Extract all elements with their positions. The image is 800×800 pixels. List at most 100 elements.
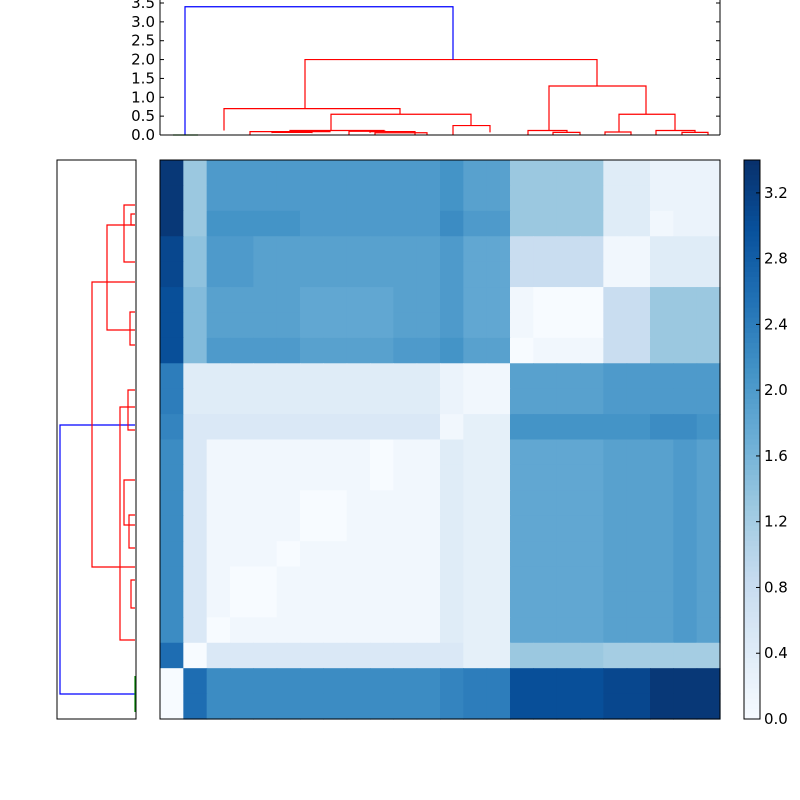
heatmap-cell: [650, 337, 674, 364]
heatmap-cell: [510, 693, 534, 720]
heatmap-cell: [626, 490, 651, 517]
heatmap-cell: [370, 160, 394, 187]
heatmap-cell: [323, 541, 348, 568]
heatmap-cell: [393, 591, 418, 618]
colorbar-band: [744, 358, 760, 364]
heatmap-cell: [323, 388, 348, 415]
heatmap-cell: [416, 515, 441, 542]
heatmap-cell: [393, 515, 418, 542]
heatmap-cell: [206, 337, 231, 364]
heatmap-cell: [323, 617, 348, 644]
colorbar-band: [744, 495, 760, 502]
heatmap-cell: [206, 287, 231, 314]
heatmap-cell: [346, 541, 371, 568]
colorbar-band: [744, 515, 760, 522]
heatmap-cell: [276, 185, 301, 212]
heatmap-cell: [370, 287, 394, 314]
heatmap-cell: [276, 337, 301, 364]
heatmap-cell: [440, 464, 464, 491]
heatmap-cell: [510, 210, 534, 237]
heatmap-cell: [533, 185, 558, 212]
heatmap-cell: [696, 312, 721, 339]
heatmap-cell: [510, 312, 534, 339]
heatmap-cell: [416, 210, 441, 237]
heatmap-cell: [253, 185, 278, 212]
heatmap-cell: [650, 541, 674, 568]
heatmap-cell: [183, 160, 208, 187]
heatmap-cell: [206, 464, 231, 491]
heatmap-cell: [276, 566, 301, 593]
heatmap-cell: [673, 287, 698, 314]
heatmap-cell: [346, 261, 371, 288]
heatmap-cell: [486, 642, 511, 669]
heatmap-cell: [206, 261, 231, 288]
heatmap-cell: [650, 236, 674, 263]
heatmap-cell: [556, 617, 581, 644]
colorbar-band: [744, 607, 760, 613]
heatmap-cell: [650, 210, 674, 237]
heatmap-cell: [160, 617, 184, 644]
heatmap-cell: [393, 668, 418, 695]
heatmap-cell: [673, 591, 698, 618]
colorbar-band: [744, 266, 760, 273]
heatmap-cell: [230, 160, 254, 187]
heatmap-cell: [696, 414, 721, 441]
top-dendrogram-link: [527, 129, 568, 135]
heatmap-cell: [230, 693, 254, 720]
heatmap-cell: [603, 337, 628, 364]
heatmap-cell: [253, 312, 278, 339]
heatmap-cell: [650, 185, 674, 212]
heatmap-cell: [160, 287, 184, 314]
heatmap-cell: [486, 337, 511, 364]
heatmap-cell: [533, 388, 558, 415]
heatmap-cell: [276, 363, 301, 390]
heatmap-cell: [603, 490, 628, 517]
heatmap-cell: [300, 566, 324, 593]
heatmap-cell: [486, 414, 511, 441]
colorbar-band: [744, 500, 760, 507]
heatmap-cell: [510, 566, 534, 593]
heatmap-cell: [160, 337, 184, 364]
heatmap-cell: [416, 414, 441, 441]
heatmap-cell: [346, 312, 371, 339]
heatmap-cell: [416, 566, 441, 593]
heatmap-cell: [673, 210, 698, 237]
heatmap-cell: [370, 541, 394, 568]
heatmap-cell: [230, 541, 254, 568]
colorbar-band: [744, 525, 760, 532]
heatmap-cell: [580, 312, 604, 339]
colorbar-band: [744, 571, 760, 578]
heatmap-cell: [603, 363, 628, 390]
heatmap-cell: [463, 566, 488, 593]
heatmap-cell: [416, 591, 441, 618]
heatmap-cell: [300, 515, 324, 542]
heatmap-cell: [463, 617, 488, 644]
heatmap-cell: [183, 566, 208, 593]
colorbar-band: [744, 220, 760, 227]
colorbar-band: [744, 317, 760, 324]
heatmap-cell: [183, 591, 208, 618]
heatmap-cell: [416, 312, 441, 339]
left-dendrogram-link: [127, 389, 135, 431]
heatmap-cell: [253, 363, 278, 390]
colorbar-band: [744, 617, 760, 624]
colorbar-band: [744, 541, 760, 547]
colorbar-band: [744, 485, 760, 491]
colorbar-band: [744, 271, 760, 278]
heatmap-cell: [183, 490, 208, 517]
heatmap-cell: [556, 541, 581, 568]
heatmap-cell: [463, 363, 488, 390]
heatmap-cell: [556, 642, 581, 669]
heatmap-cell: [300, 160, 324, 187]
heatmap-cell: [580, 642, 604, 669]
heatmap-cell: [486, 236, 511, 263]
heatmap-cell: [556, 337, 581, 364]
heatmap-cell: [230, 312, 254, 339]
heatmap-cell: [556, 490, 581, 517]
heatmap-cell: [650, 490, 674, 517]
heatmap-cell: [370, 210, 394, 237]
heatmap-cell: [580, 490, 604, 517]
heatmap-cell: [183, 693, 208, 720]
colorbar-band: [744, 627, 760, 634]
heatmap-cell: [533, 515, 558, 542]
